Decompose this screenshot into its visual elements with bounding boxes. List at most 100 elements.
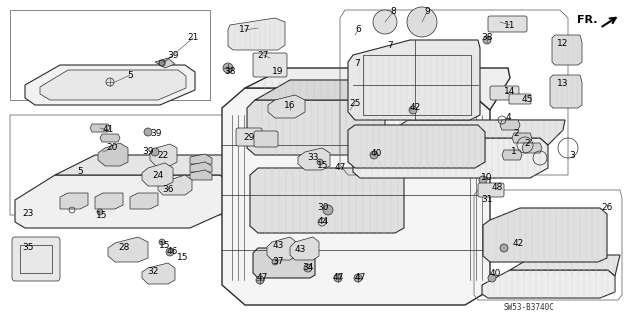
Polygon shape — [108, 237, 148, 262]
Text: 40: 40 — [490, 268, 500, 277]
Polygon shape — [150, 144, 177, 166]
Circle shape — [304, 264, 312, 272]
Text: 5: 5 — [77, 167, 83, 177]
Text: 42: 42 — [410, 103, 420, 113]
Text: 13: 13 — [558, 78, 569, 87]
Polygon shape — [245, 68, 510, 110]
FancyBboxPatch shape — [488, 16, 527, 32]
Text: 30: 30 — [318, 203, 329, 212]
Polygon shape — [502, 150, 522, 160]
FancyBboxPatch shape — [509, 94, 531, 104]
Circle shape — [317, 159, 323, 165]
Text: 7: 7 — [387, 41, 393, 50]
Text: 45: 45 — [521, 95, 533, 105]
Text: 11: 11 — [504, 20, 516, 29]
Text: 29: 29 — [243, 133, 255, 142]
Polygon shape — [158, 175, 192, 195]
Text: 25: 25 — [349, 99, 361, 108]
FancyBboxPatch shape — [254, 131, 278, 147]
Text: 2: 2 — [524, 139, 530, 148]
Text: 46: 46 — [166, 247, 178, 257]
Polygon shape — [290, 237, 319, 260]
Circle shape — [272, 259, 278, 265]
Text: 15: 15 — [177, 253, 189, 262]
Polygon shape — [155, 58, 175, 68]
Text: 48: 48 — [491, 183, 503, 193]
Text: 3: 3 — [569, 150, 575, 159]
Text: 23: 23 — [22, 209, 34, 218]
Polygon shape — [255, 80, 408, 108]
Circle shape — [488, 274, 496, 282]
Text: 35: 35 — [22, 244, 34, 252]
Text: 33: 33 — [307, 154, 319, 163]
Text: 8: 8 — [390, 7, 396, 17]
Circle shape — [159, 60, 165, 66]
Text: 27: 27 — [257, 51, 269, 60]
Polygon shape — [380, 120, 565, 145]
Text: 41: 41 — [102, 125, 114, 134]
Polygon shape — [348, 125, 485, 168]
Polygon shape — [190, 162, 212, 172]
Text: 47: 47 — [334, 164, 345, 172]
Polygon shape — [552, 35, 582, 65]
Text: 2: 2 — [513, 129, 519, 138]
Polygon shape — [348, 40, 480, 120]
Polygon shape — [500, 120, 520, 130]
Circle shape — [97, 209, 103, 215]
Polygon shape — [142, 263, 175, 284]
Circle shape — [373, 10, 397, 34]
Text: 9: 9 — [424, 7, 430, 17]
Circle shape — [223, 63, 233, 73]
Text: 36: 36 — [163, 186, 174, 195]
Text: FR.: FR. — [577, 15, 597, 25]
Circle shape — [159, 239, 165, 245]
Text: 38: 38 — [224, 68, 236, 76]
Polygon shape — [190, 154, 212, 164]
Polygon shape — [190, 170, 212, 180]
Circle shape — [166, 248, 174, 256]
Text: 24: 24 — [152, 171, 164, 180]
Circle shape — [151, 148, 159, 156]
Text: 14: 14 — [504, 87, 516, 97]
Polygon shape — [510, 255, 620, 276]
Text: 42: 42 — [512, 238, 524, 247]
Polygon shape — [483, 208, 607, 262]
Text: 43: 43 — [272, 241, 284, 250]
Circle shape — [409, 106, 417, 114]
Text: 16: 16 — [284, 100, 296, 109]
Circle shape — [407, 7, 437, 37]
Circle shape — [479, 176, 487, 184]
Polygon shape — [298, 148, 330, 170]
Text: 12: 12 — [558, 38, 569, 47]
Polygon shape — [60, 193, 88, 209]
FancyBboxPatch shape — [478, 183, 504, 197]
Polygon shape — [228, 18, 285, 50]
FancyBboxPatch shape — [236, 128, 262, 146]
Polygon shape — [247, 100, 385, 155]
Polygon shape — [130, 193, 158, 209]
Polygon shape — [512, 133, 532, 143]
FancyBboxPatch shape — [253, 53, 287, 77]
Text: 32: 32 — [147, 268, 159, 276]
Polygon shape — [142, 163, 173, 186]
Polygon shape — [250, 168, 404, 233]
Polygon shape — [98, 143, 128, 166]
Text: 31: 31 — [481, 196, 493, 204]
Text: 44: 44 — [318, 218, 329, 227]
Text: 28: 28 — [118, 244, 130, 252]
Polygon shape — [353, 138, 548, 178]
Text: 37: 37 — [272, 258, 284, 267]
Text: SW53-B3740C: SW53-B3740C — [504, 303, 555, 313]
Circle shape — [323, 205, 333, 215]
Text: 19: 19 — [272, 68, 284, 76]
Polygon shape — [40, 70, 186, 100]
FancyBboxPatch shape — [12, 237, 60, 281]
Polygon shape — [95, 193, 123, 209]
Text: 47: 47 — [354, 274, 366, 283]
Text: 1: 1 — [511, 148, 517, 156]
Polygon shape — [100, 134, 120, 142]
Polygon shape — [522, 143, 542, 153]
Text: 15: 15 — [97, 211, 108, 220]
Polygon shape — [25, 65, 195, 105]
Text: 39: 39 — [150, 129, 162, 138]
